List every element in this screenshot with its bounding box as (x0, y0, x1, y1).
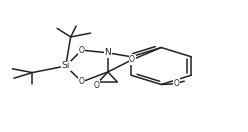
Text: Si: Si (62, 62, 70, 70)
Text: O: O (129, 55, 135, 64)
Text: O: O (79, 46, 85, 55)
Text: O: O (173, 79, 179, 88)
Text: N: N (104, 48, 111, 57)
Text: O: O (79, 77, 85, 86)
Text: O: O (93, 81, 99, 90)
